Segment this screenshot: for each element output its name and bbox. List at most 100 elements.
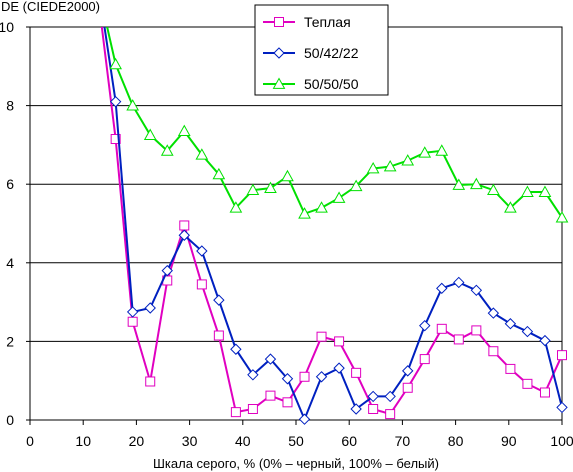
data-point — [368, 403, 379, 414]
data-point — [177, 124, 191, 137]
data-point — [505, 363, 516, 374]
data-point — [109, 57, 123, 70]
grid — [30, 105, 562, 342]
data-point — [145, 376, 156, 387]
data-point — [557, 350, 567, 361]
data-point — [161, 264, 173, 277]
data-point — [351, 367, 362, 378]
data-point — [418, 146, 432, 158]
data-point — [299, 371, 310, 382]
x-tick-label: 70 — [395, 433, 411, 449]
data-point — [264, 181, 277, 194]
data-point — [213, 294, 225, 306]
data-point — [160, 144, 174, 156]
data-point — [556, 401, 568, 414]
data-point — [402, 365, 414, 377]
data-point — [298, 207, 311, 219]
legend-marker-1 — [274, 17, 284, 27]
data-point — [419, 354, 430, 365]
data-point — [453, 334, 464, 345]
data-point — [230, 407, 241, 418]
series-layer — [100, 27, 569, 425]
data-point — [195, 148, 209, 160]
data-point — [229, 201, 243, 213]
legend-marker-3 — [272, 77, 286, 89]
data-point — [144, 302, 156, 314]
data-point — [487, 307, 500, 319]
series-3 — [106, 27, 569, 223]
data-point — [281, 169, 294, 182]
data-point — [366, 161, 380, 174]
data-point — [316, 331, 327, 342]
data-point — [247, 369, 259, 381]
data-point — [521, 185, 534, 197]
data-point — [538, 185, 552, 197]
x-tick-label: 100 — [550, 433, 573, 449]
x-axis-label: Шкала серого, % (0% – черный, 100% – бел… — [153, 456, 439, 471]
data-point — [126, 306, 139, 318]
data-point — [453, 276, 465, 289]
x-tick-label: 10 — [75, 433, 91, 449]
data-point — [504, 201, 517, 213]
data-point — [471, 325, 482, 336]
data-point — [247, 403, 258, 414]
data-point — [126, 99, 140, 111]
y-tick-label: 6 — [6, 176, 14, 192]
data-point — [230, 343, 242, 355]
data-point — [110, 134, 121, 145]
x-tick-label: 0 — [26, 433, 34, 449]
series-2 — [103, 27, 568, 425]
data-point — [521, 325, 534, 338]
data-point — [315, 371, 328, 383]
data-point — [265, 390, 276, 401]
data-point — [469, 177, 483, 190]
series-line-3 — [106, 27, 562, 219]
x-tick-label: 60 — [341, 433, 357, 449]
data-point — [436, 323, 447, 334]
data-point — [555, 211, 569, 223]
data-point — [452, 178, 466, 190]
x-tick-label: 20 — [129, 433, 145, 449]
y-tick-label: 10 — [0, 19, 14, 35]
y-tick-label: 0 — [6, 412, 14, 428]
y-tick-label: 4 — [6, 255, 14, 271]
data-point — [349, 179, 363, 192]
data-point — [334, 336, 345, 347]
data-point — [213, 330, 224, 341]
legend-label-1: Теплая — [304, 14, 351, 30]
data-point — [385, 409, 396, 420]
series-1 — [100, 27, 567, 420]
data-point — [127, 316, 138, 327]
data-point — [212, 167, 226, 180]
data-point — [488, 346, 499, 357]
data-point — [178, 229, 190, 241]
x-tick-label: 50 — [288, 433, 304, 449]
x-tick-label: 30 — [182, 433, 198, 449]
data-point — [436, 282, 448, 295]
data-point — [470, 284, 483, 297]
data-point — [383, 159, 397, 172]
data-point — [143, 128, 157, 140]
data-point — [435, 144, 449, 156]
data-point — [402, 382, 413, 393]
data-point — [282, 397, 293, 408]
x-tick-label: 80 — [448, 433, 464, 449]
data-point — [350, 403, 362, 415]
data-point — [367, 390, 379, 403]
data-point — [333, 362, 345, 374]
data-point — [384, 390, 396, 403]
data-point — [315, 201, 328, 213]
legend-marker-2 — [273, 47, 285, 59]
y-axis-label: DE (CIEDE2000) — [1, 0, 100, 14]
x-tick-label: 40 — [235, 433, 251, 449]
data-point — [246, 183, 260, 195]
data-point — [504, 318, 517, 330]
data-point — [419, 319, 431, 332]
x-tick-label: 90 — [501, 433, 517, 449]
data-point — [539, 334, 551, 347]
data-point — [281, 373, 294, 385]
legend-label-2: 50/42/22 — [304, 45, 359, 61]
y-tick-label: 2 — [6, 333, 14, 349]
data-point — [522, 378, 533, 389]
